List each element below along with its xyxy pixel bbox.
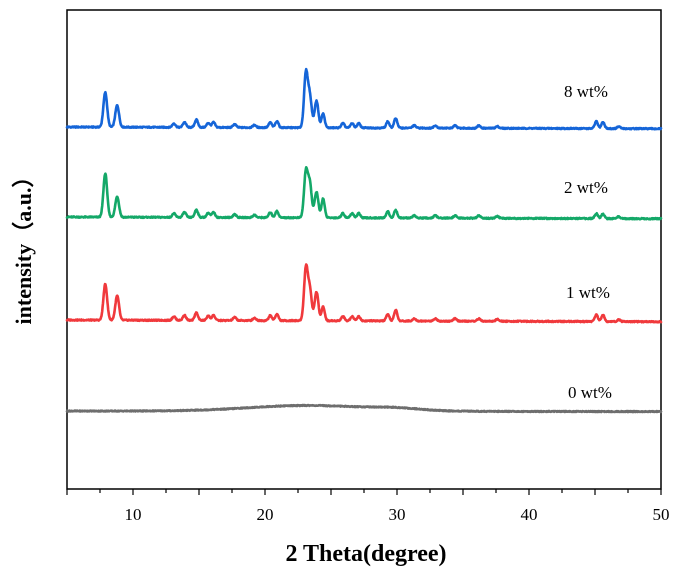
- x-tick-label: 30: [389, 505, 406, 524]
- series-label: 1 wt%: [566, 283, 610, 302]
- series-label: 0 wt%: [568, 383, 612, 402]
- x-axis: 10 20 30 40 50: [66, 489, 670, 524]
- series-line-4: [65, 403, 663, 414]
- series-line-3: [65, 263, 663, 324]
- series-line-1: [65, 67, 663, 131]
- x-axis-title: 2 Theta(degree): [285, 541, 446, 567]
- x-tick-label: 40: [521, 505, 538, 524]
- series-layer: [65, 67, 663, 414]
- x-tick-label: 50: [653, 505, 670, 524]
- series-line-2: [65, 166, 663, 221]
- series-label: 8 wt%: [564, 82, 608, 101]
- x-tick-label: 20: [257, 505, 274, 524]
- series-labels: 8 wt% 2 wt% 1 wt% 0 wt%: [564, 82, 612, 402]
- series-label: 2 wt%: [564, 178, 608, 197]
- y-axis-title: intensity（a.u.）: [11, 166, 36, 325]
- x-tick-label: 10: [125, 505, 142, 524]
